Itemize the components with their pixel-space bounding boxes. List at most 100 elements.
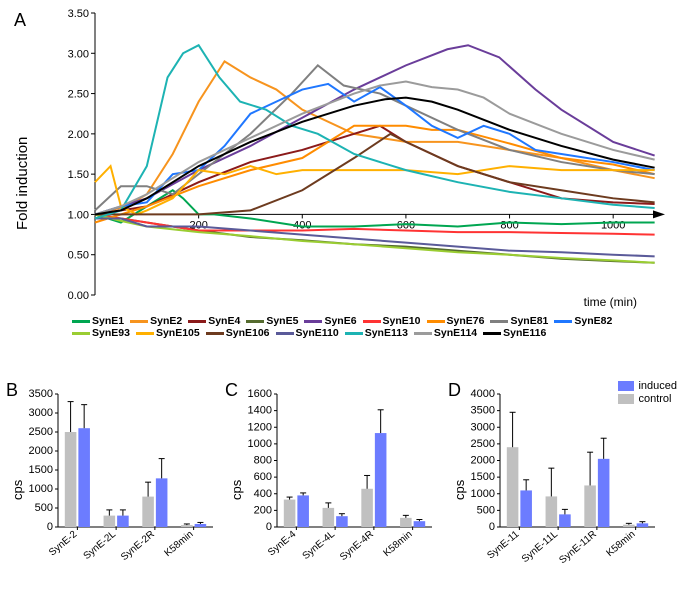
legend-label: SynE82 [574, 315, 612, 327]
legend-label: SynE2 [150, 315, 182, 327]
legend-swatch [188, 320, 206, 323]
svg-text:3500: 3500 [29, 388, 53, 400]
svg-text:1000: 1000 [29, 483, 53, 495]
legend-label: SynE1 [92, 315, 124, 327]
svg-text:3.50: 3.50 [68, 8, 89, 20]
svg-text:SynE-11: SynE-11 [485, 529, 521, 562]
legend-label: SynE116 [503, 327, 546, 339]
legend-item: SynE105 [136, 327, 200, 339]
svg-text:K58min: K58min [382, 529, 415, 559]
legend-swatch [276, 332, 294, 335]
legend-item: SynE6 [304, 315, 356, 327]
panel-a-label: A [14, 10, 26, 31]
legend-swatch [72, 320, 90, 323]
svg-text:SynE-4R: SynE-4R [338, 529, 376, 563]
legend-swatch [554, 320, 572, 323]
panel-b-label: B [6, 380, 18, 401]
bar-chart-b: 0500100015002000250030003500SynE-2SynE-2… [24, 388, 219, 583]
svg-text:2.50: 2.50 [68, 89, 89, 101]
legend-induced: induced [618, 380, 677, 392]
legend-label: SynE106 [226, 327, 270, 339]
legend-item: SynE2 [130, 315, 182, 327]
legend-item: SynE10 [363, 315, 421, 327]
legend-swatch [427, 320, 445, 323]
svg-text:2.00: 2.00 [68, 129, 89, 141]
legend-swatch [414, 332, 432, 335]
legend-label: SynE76 [447, 315, 485, 327]
svg-text:800: 800 [500, 219, 518, 231]
legend-label: SynE6 [324, 315, 356, 327]
legend-item: SynE4 [188, 315, 240, 327]
svg-text:1500: 1500 [29, 464, 53, 476]
svg-text:1600: 1600 [248, 388, 272, 400]
svg-text:0: 0 [47, 521, 53, 533]
svg-text:3.00: 3.00 [68, 48, 89, 60]
svg-text:2500: 2500 [471, 438, 495, 450]
legend-swatch [246, 320, 264, 323]
svg-text:0.00: 0.00 [68, 290, 89, 302]
legend-label: SynE114 [434, 327, 477, 339]
svg-text:0: 0 [489, 521, 495, 533]
legend-label: SynE113 [365, 327, 408, 339]
svg-text:1500: 1500 [471, 471, 495, 483]
svg-text:1.50: 1.50 [68, 169, 89, 181]
svg-text:1200: 1200 [248, 421, 272, 433]
svg-text:SynE-2L: SynE-2L [82, 529, 119, 562]
svg-text:800: 800 [254, 455, 272, 467]
svg-text:SynE-4: SynE-4 [266, 529, 299, 559]
legend-swatch [72, 332, 90, 335]
panel-d-label: D [448, 380, 461, 401]
legend-label: SynE81 [510, 315, 548, 327]
legend-swatch [490, 320, 508, 323]
legend-item: SynE1 [72, 315, 124, 327]
legend-item: SynE106 [206, 327, 270, 339]
svg-text:2000: 2000 [471, 455, 495, 467]
svg-text:500: 500 [477, 504, 495, 516]
panel-a-ylabel: Fold induction [14, 137, 31, 230]
legend-item: SynE114 [414, 327, 477, 339]
svg-text:0.50: 0.50 [68, 250, 89, 262]
legend-item: SynE76 [427, 315, 485, 327]
svg-text:1000: 1000 [471, 488, 495, 500]
line-chart: 0.000.501.001.502.002.503.003.5020040060… [55, 5, 675, 340]
legend-induced-label: induced [638, 380, 677, 392]
svg-text:SynE-11L: SynE-11L [520, 529, 560, 565]
svg-text:0: 0 [266, 521, 272, 533]
legend-label: SynE10 [383, 315, 421, 327]
legend-control-label: control [638, 393, 671, 405]
panel-d-ylabel: cps [452, 480, 467, 500]
legend-label: SynE110 [296, 327, 339, 339]
svg-text:SynE-2: SynE-2 [47, 529, 80, 559]
panel-b: B cps 0500100015002000250030003500SynE-2… [2, 380, 222, 590]
panel-c-ylabel: cps [229, 480, 244, 500]
svg-text:1000: 1000 [248, 438, 272, 450]
legend-item: SynE5 [246, 315, 298, 327]
legend-item: SynE116 [483, 327, 546, 339]
svg-text:200: 200 [254, 504, 272, 516]
legend-label: SynE4 [208, 315, 240, 327]
svg-text:2000: 2000 [29, 445, 53, 457]
legend-swatch [136, 332, 154, 335]
panel-a-legend: SynE1SynE2SynE4SynE5SynE6SynE10SynE76Syn… [72, 315, 672, 339]
svg-text:1000: 1000 [601, 219, 625, 231]
bar-chart-d: 05001000150020002500300035004000SynE-11S… [466, 388, 661, 583]
svg-text:600: 600 [254, 471, 272, 483]
legend-swatch [206, 332, 224, 335]
svg-text:SynE-2R: SynE-2R [119, 529, 157, 563]
panel-a: A Fold induction 0.00 0.50 1.00 1.50 2.00 2.5… [0, 0, 685, 380]
svg-text:1.00: 1.00 [68, 209, 89, 221]
bar-chart-c: 02004006008001000120014001600SynE-4SynE-… [243, 388, 438, 583]
legend-control-swatch [618, 394, 634, 404]
svg-text:SynE-11R: SynE-11R [557, 529, 598, 566]
legend-item: SynE82 [554, 315, 612, 327]
legend-control: control [618, 393, 677, 405]
legend-induced-swatch [618, 381, 634, 391]
legend-label: SynE105 [156, 327, 200, 339]
svg-text:1400: 1400 [248, 405, 272, 417]
legend-item: SynE113 [345, 327, 408, 339]
svg-text:4000: 4000 [471, 388, 495, 400]
bar-legend: induced control [618, 380, 677, 405]
legend-item: SynE110 [276, 327, 339, 339]
legend-swatch [345, 332, 363, 335]
svg-text:2500: 2500 [29, 426, 53, 438]
